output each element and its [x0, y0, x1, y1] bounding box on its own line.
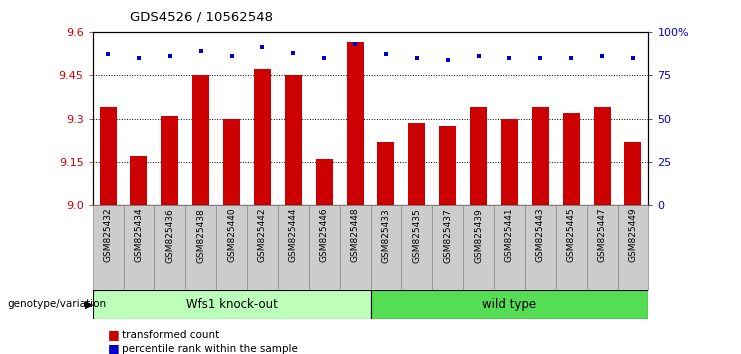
Text: GSM825432: GSM825432 [104, 208, 113, 263]
Bar [525, 205, 556, 290]
Bar [162, 116, 179, 205]
Bar [93, 205, 124, 290]
Point [565, 55, 577, 61]
Bar [223, 119, 240, 205]
Bar [594, 107, 611, 205]
Point [102, 52, 114, 57]
Bar [402, 205, 432, 290]
Bar [370, 205, 402, 290]
Point [534, 55, 546, 61]
Bar [347, 42, 364, 205]
Bar [617, 205, 648, 290]
Point [411, 55, 422, 61]
Text: GSM825439: GSM825439 [474, 208, 483, 263]
Text: GSM825440: GSM825440 [227, 208, 236, 263]
Text: GSM825442: GSM825442 [258, 208, 267, 262]
Bar [463, 205, 494, 290]
Text: GSM825435: GSM825435 [412, 208, 422, 263]
FancyBboxPatch shape [93, 290, 370, 319]
Bar [216, 205, 247, 290]
Bar [130, 156, 147, 205]
Bar [501, 119, 518, 205]
Text: GSM825446: GSM825446 [319, 208, 329, 263]
Bar [124, 205, 154, 290]
Bar [247, 205, 278, 290]
Text: GSM825449: GSM825449 [628, 208, 637, 263]
Bar [192, 75, 209, 205]
Point [288, 50, 299, 56]
Bar [316, 159, 333, 205]
Point [319, 55, 330, 61]
Text: genotype/variation: genotype/variation [7, 299, 107, 309]
Text: GSM825436: GSM825436 [165, 208, 174, 263]
Point [442, 57, 453, 62]
Text: GSM825443: GSM825443 [536, 208, 545, 263]
Point [504, 55, 516, 61]
Text: Wfs1 knock-out: Wfs1 knock-out [186, 298, 277, 311]
Point [380, 52, 392, 57]
Bar [339, 205, 370, 290]
Bar [278, 205, 309, 290]
Bar [439, 126, 456, 205]
Text: GSM825441: GSM825441 [505, 208, 514, 263]
Text: transformed count: transformed count [122, 330, 219, 339]
Bar [185, 205, 216, 290]
Text: GSM825447: GSM825447 [597, 208, 607, 263]
Bar [587, 205, 617, 290]
Text: GSM825445: GSM825445 [567, 208, 576, 263]
Point [627, 55, 639, 61]
Text: ■: ■ [107, 328, 119, 341]
Text: GSM825444: GSM825444 [289, 208, 298, 262]
Point [256, 45, 268, 50]
Bar [408, 123, 425, 205]
Bar [556, 205, 587, 290]
Point [349, 41, 361, 47]
Bar [494, 205, 525, 290]
Text: ■: ■ [107, 342, 119, 354]
Text: GSM825438: GSM825438 [196, 208, 205, 263]
Bar [309, 205, 339, 290]
Bar [285, 75, 302, 205]
FancyBboxPatch shape [370, 290, 648, 319]
Point [596, 53, 608, 59]
Bar [377, 142, 394, 205]
Point [164, 53, 176, 59]
Text: GDS4526 / 10562548: GDS4526 / 10562548 [130, 11, 273, 24]
Bar [470, 107, 487, 205]
Text: percentile rank within the sample: percentile rank within the sample [122, 344, 298, 354]
Point [473, 53, 485, 59]
Point [225, 53, 237, 59]
Bar [432, 205, 463, 290]
Bar [154, 205, 185, 290]
Text: GSM825434: GSM825434 [134, 208, 144, 263]
Bar [562, 113, 579, 205]
Point [195, 48, 207, 54]
Text: GSM825433: GSM825433 [382, 208, 391, 263]
Bar [532, 107, 549, 205]
Bar [99, 107, 116, 205]
Text: GSM825437: GSM825437 [443, 208, 452, 263]
Bar [254, 69, 271, 205]
Text: GSM825448: GSM825448 [350, 208, 359, 263]
Point [133, 55, 145, 61]
Bar [625, 142, 642, 205]
Text: wild type: wild type [482, 298, 536, 311]
Text: ▶: ▶ [85, 299, 93, 309]
